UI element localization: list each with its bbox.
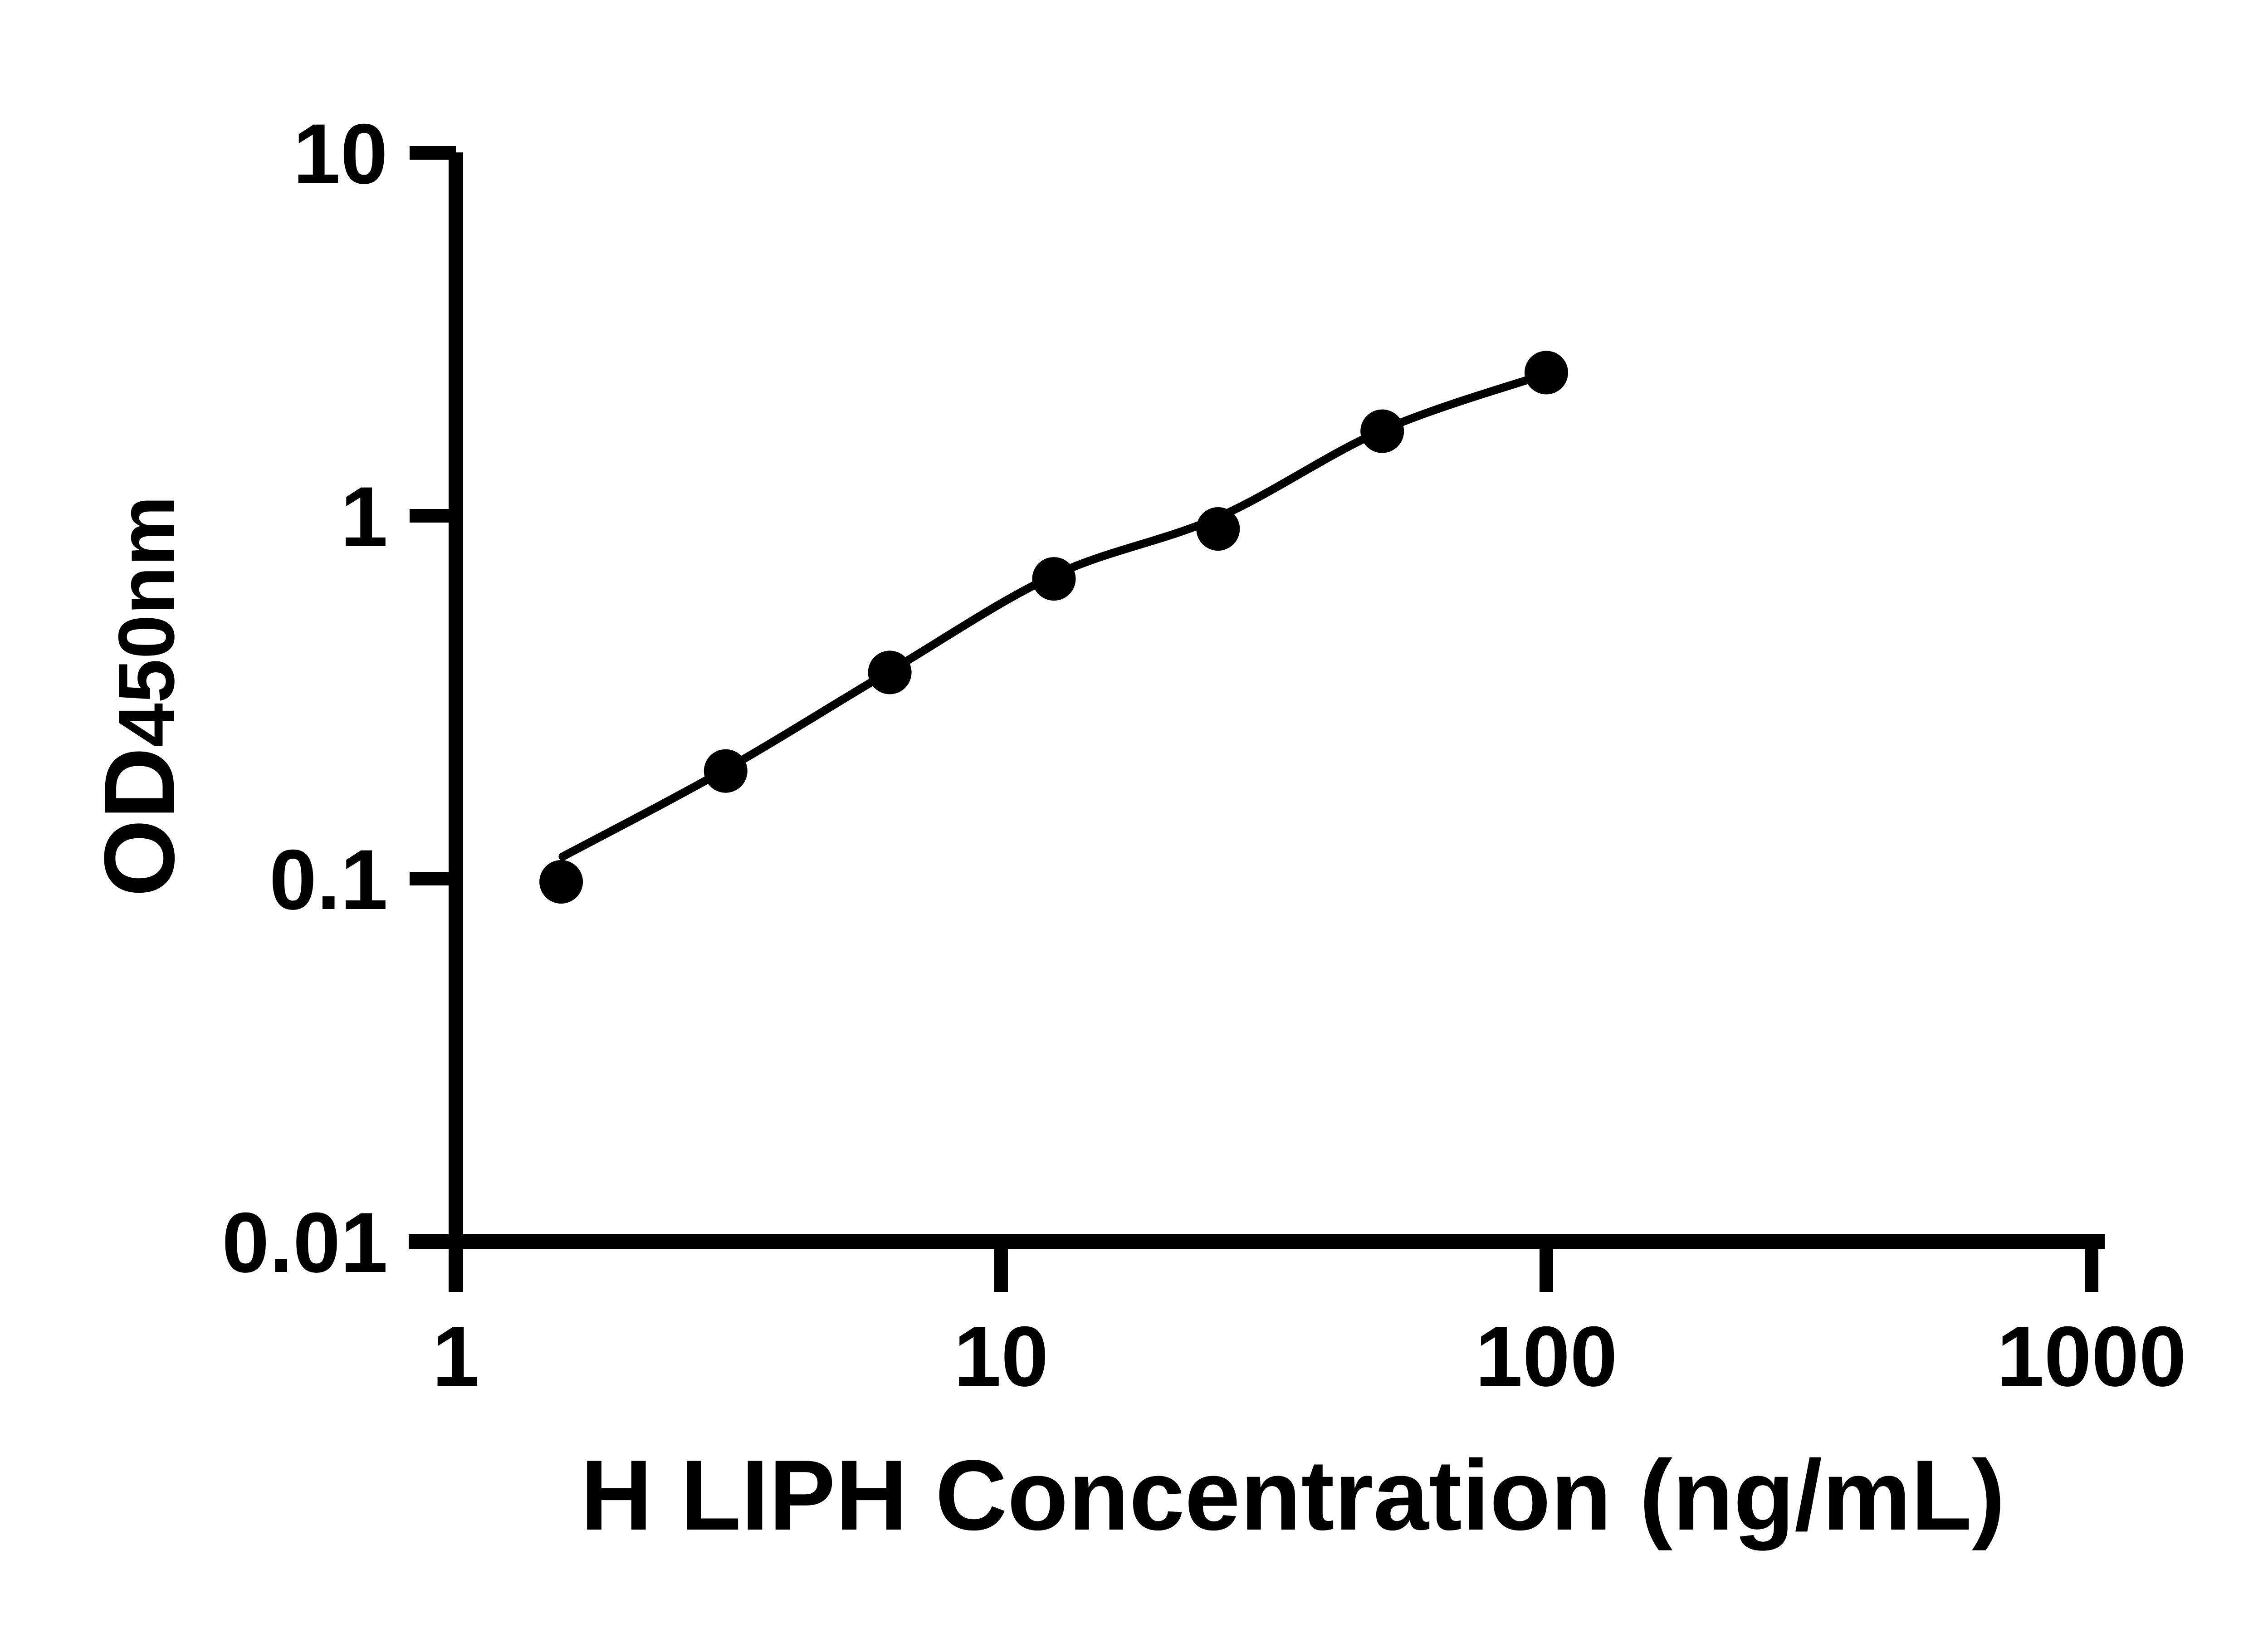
x-tick-label: 10 [953,1309,1048,1404]
data-point [704,749,748,793]
data-point [1360,409,1404,453]
y-tick-label: 0.1 [269,832,388,927]
x-tick-label: 100 [1475,1309,1618,1404]
y-tick-label: 10 [293,106,388,201]
x-axis-title: H LIPH Concentration (ng/mL) [581,1439,2005,1551]
tick-labels: 1 10 100 1000 10 1 0.1 0.01 [222,106,2186,1404]
data-point [1032,557,1076,601]
y-axis-title-subscript: 450nm [103,496,191,747]
data-point [1525,351,1568,395]
data-point [539,860,583,904]
y-axis-title: OD450nm [83,496,195,897]
y-axis-title-main: OD [83,747,195,897]
tick-marks [410,146,2098,1292]
axes [409,152,2105,1292]
x-tick-label: 1 [432,1309,480,1404]
data-points-layer [539,351,1568,904]
data-point [1196,507,1240,551]
y-tick-label: 0.01 [222,1195,388,1290]
x-tick-label: 1000 [1997,1309,2186,1404]
data-point [868,650,912,694]
y-tick-label: 1 [340,469,388,564]
